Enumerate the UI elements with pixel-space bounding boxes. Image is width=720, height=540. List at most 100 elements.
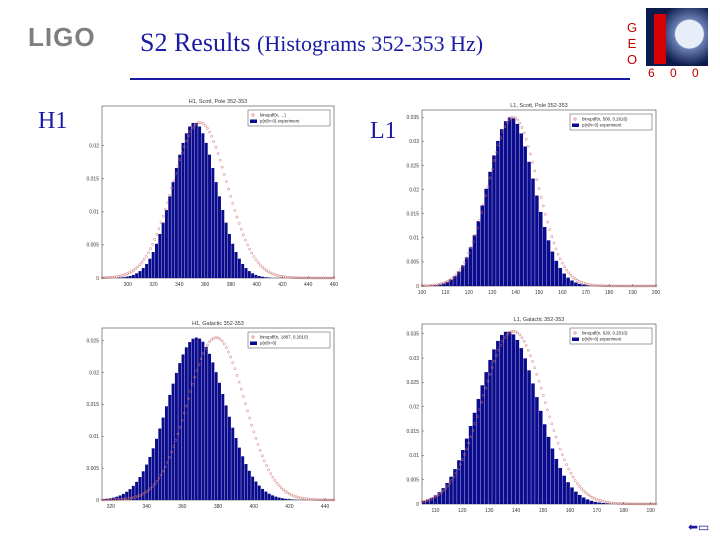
fit-point bbox=[239, 227, 243, 231]
histogram-bar bbox=[198, 338, 202, 500]
fit-point bbox=[212, 140, 216, 143]
histogram-bar bbox=[161, 417, 165, 500]
legend-box bbox=[569, 113, 653, 131]
histogram-bar bbox=[274, 496, 278, 500]
fit-point bbox=[161, 469, 165, 473]
fit-point bbox=[132, 268, 135, 272]
histogram-bar bbox=[214, 182, 218, 278]
legend-entry: binopdf(n, 620, 0.2010) bbox=[582, 331, 628, 336]
histogram-bar bbox=[476, 399, 481, 504]
fit-point bbox=[539, 386, 543, 390]
histogram-bar bbox=[546, 240, 551, 286]
fit-point bbox=[246, 243, 249, 247]
fit-point bbox=[467, 251, 471, 255]
histogram-bar bbox=[174, 372, 178, 500]
x-tick-label: 340 bbox=[142, 504, 151, 510]
fit-point bbox=[446, 484, 449, 488]
fit-point bbox=[463, 453, 466, 456]
fit-point bbox=[575, 278, 579, 282]
fit-point bbox=[475, 226, 479, 230]
geo-letter-g: G bbox=[626, 20, 638, 35]
fit-point bbox=[193, 123, 197, 127]
x-tick-label: 120 bbox=[458, 508, 467, 514]
histogram-bar bbox=[264, 277, 268, 278]
fit-point bbox=[140, 493, 144, 496]
histogram-bar bbox=[221, 209, 225, 278]
fit-point bbox=[220, 165, 224, 169]
fit-point bbox=[499, 136, 503, 140]
histogram-bar bbox=[264, 491, 268, 500]
fit-point bbox=[524, 344, 528, 347]
fit-point bbox=[267, 270, 270, 274]
fit-point bbox=[128, 271, 131, 275]
fit-point bbox=[178, 158, 182, 161]
x-tick-label: 440 bbox=[304, 282, 313, 288]
histogram-bar bbox=[148, 456, 152, 500]
fit-point bbox=[263, 267, 266, 271]
fit-point bbox=[153, 238, 157, 241]
x-tick-label: 160 bbox=[558, 290, 567, 296]
fit-point bbox=[446, 279, 449, 283]
fit-point bbox=[260, 265, 264, 269]
nav-icon[interactable]: ⬅▭ bbox=[688, 520, 710, 534]
histogram-bar bbox=[155, 438, 158, 500]
histogram-bar bbox=[433, 285, 438, 286]
fit-point bbox=[478, 408, 481, 412]
histogram-bar bbox=[174, 168, 178, 278]
fit-point bbox=[138, 263, 142, 267]
histogram-bar bbox=[589, 500, 594, 504]
histogram-bar bbox=[511, 334, 516, 504]
fit-point bbox=[258, 263, 262, 267]
fit-point bbox=[580, 487, 583, 491]
histogram-bar bbox=[201, 341, 205, 500]
histogram-bar bbox=[457, 271, 461, 286]
fit-point bbox=[516, 118, 520, 122]
histogram-bar bbox=[241, 456, 245, 500]
fit-point bbox=[229, 355, 233, 359]
fit-point bbox=[450, 277, 454, 280]
histogram-bar bbox=[593, 501, 598, 504]
histogram-bar bbox=[546, 436, 551, 504]
fit-point bbox=[482, 393, 486, 397]
histogram-bar bbox=[531, 383, 535, 504]
histogram-bar bbox=[492, 155, 496, 286]
fit-point bbox=[144, 254, 148, 258]
histogram-bar bbox=[453, 276, 457, 286]
fit-point bbox=[176, 432, 180, 436]
fit-point bbox=[222, 173, 226, 176]
fit-point bbox=[210, 338, 214, 341]
legend-entry: p(n|h=0) experiment bbox=[582, 337, 622, 342]
fit-point bbox=[486, 379, 490, 383]
y-tick-label: 0.005 bbox=[86, 466, 99, 472]
legend-marker-hist bbox=[250, 119, 257, 123]
fit-point bbox=[456, 467, 460, 471]
fit-point bbox=[431, 496, 434, 500]
fit-point bbox=[248, 416, 251, 420]
fit-point bbox=[153, 482, 157, 486]
fit-point bbox=[170, 186, 173, 190]
fit-point bbox=[250, 423, 254, 427]
histogram-bar bbox=[562, 273, 566, 286]
fit-point bbox=[456, 270, 460, 274]
fit-point bbox=[275, 481, 279, 485]
histogram-bar bbox=[221, 394, 225, 500]
histogram-bar bbox=[562, 475, 566, 504]
histogram-bar bbox=[570, 487, 574, 504]
fit-point bbox=[185, 139, 188, 143]
histogram-bar bbox=[161, 222, 165, 278]
histogram-bar bbox=[224, 405, 228, 500]
fit-point bbox=[469, 246, 473, 250]
histogram-bar bbox=[141, 471, 145, 500]
fit-point bbox=[130, 270, 133, 273]
histogram-bar bbox=[164, 209, 168, 278]
fit-point bbox=[556, 441, 560, 445]
legend-marker-hist bbox=[572, 123, 579, 127]
histogram-bar bbox=[527, 161, 531, 286]
fit-point bbox=[180, 151, 184, 155]
legend-marker-hist bbox=[572, 337, 579, 341]
fit-point bbox=[155, 479, 159, 483]
x-tick-label: 340 bbox=[175, 282, 184, 288]
histogram-bar bbox=[184, 347, 188, 500]
fit-point bbox=[575, 482, 579, 485]
slide-title: S2 Results (Histograms 352-353 Hz) bbox=[140, 28, 600, 58]
